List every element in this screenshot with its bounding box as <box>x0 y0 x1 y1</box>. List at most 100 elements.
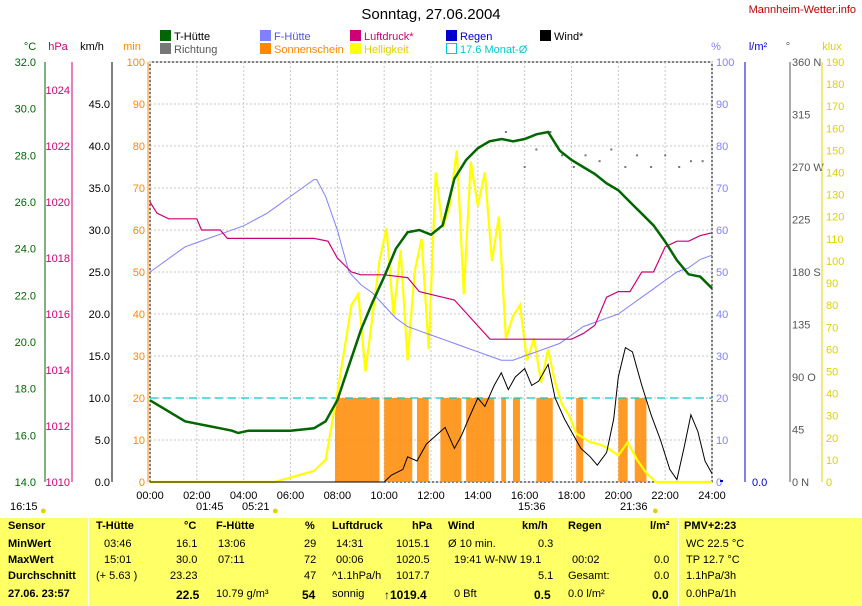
cell-rain-max-time: 00:02 <box>572 554 600 566</box>
cell-wind-current: 0.5 <box>534 588 551 602</box>
table-unit-humidity: % <box>305 520 315 532</box>
cell-press-1h: 0.0hPa/1h <box>686 588 737 600</box>
lux-tick-label: 60 <box>826 344 838 356</box>
legend-item: T-Hütte <box>160 30 210 43</box>
wind-tick-label: 25.0 <box>89 267 110 279</box>
time-tick-label: 02:00 <box>183 490 211 500</box>
wind-tick-label: 20.0 <box>89 309 110 321</box>
direction-point <box>650 166 653 168</box>
cell-rain-total: 0.0 <box>654 570 670 582</box>
lux-tick-label: 160 <box>826 123 844 135</box>
sun-tick-label: 90 <box>133 99 145 111</box>
legend-item: Richtung <box>160 43 217 56</box>
cell-press-min-time: 14:31 <box>336 538 364 550</box>
series-line-4 <box>150 150 712 484</box>
lux-tick-label: 50 <box>826 366 838 378</box>
table-header-rain: Regen <box>568 520 602 532</box>
pressure-tick-label: 1012 <box>46 421 70 433</box>
time-tick-label: 00:00 <box>136 490 164 500</box>
cell-press-trend: ^1.1hPa/h <box>332 570 382 582</box>
table-unit-pressure: hPa <box>412 520 433 532</box>
legend-item: Luftdruck* <box>350 30 414 43</box>
time-tick-label: 16:00 <box>511 490 539 500</box>
timebar-left-time: 16:15 <box>10 501 38 513</box>
sunshine-bar <box>466 398 495 482</box>
sunshine-bar <box>334 398 380 482</box>
direction-tick-label: 90 O <box>792 372 816 384</box>
humidity-tick-label: 0 <box>716 477 722 489</box>
legend-item: Sonnenschein <box>260 43 344 56</box>
cell-hum-min-time: 13:06 <box>218 538 246 550</box>
lux-tick-label: 150 <box>826 145 844 157</box>
time-tick-label: 12:00 <box>417 490 445 500</box>
cell-wind-avg: 5.1 <box>538 570 554 582</box>
lux-tick-label: 90 <box>826 278 838 290</box>
series-line-3 <box>150 346 713 483</box>
temp-tick-label: 16.0 <box>15 430 36 442</box>
lux-tick-label: 110 <box>826 234 844 246</box>
pressure-tick-label: 1022 <box>46 141 70 153</box>
sun-unit-label: min <box>123 41 141 53</box>
pressure-tick-label: 1024 <box>46 85 70 97</box>
lux-tick-label: 80 <box>826 300 838 312</box>
direction-tick-label: 225 <box>792 215 810 227</box>
sun-tick-label: 0 <box>139 477 145 489</box>
humidity-tick-label: 60 <box>716 225 728 237</box>
row-label-current: 27.06. 23:57 <box>8 588 70 600</box>
cell-hum-max: 72 <box>304 554 317 566</box>
sun-tick-label: 50 <box>133 267 145 279</box>
pressure-tick-label: 1016 <box>46 309 70 321</box>
lux-tick-label: 180 <box>826 79 844 91</box>
wind-tick-label: 15.0 <box>89 351 110 363</box>
table-header-pmv: PMV+2:23 <box>684 520 737 532</box>
lux-tick-label: 10 <box>826 455 838 467</box>
time-tick-label: 18:00 <box>558 490 586 500</box>
cell-wind-avg-label: Ø 10 min. <box>448 538 496 550</box>
legend-label: 17.6 Monat-Ø <box>460 44 528 56</box>
direction-point <box>549 131 552 133</box>
cell-wind-max: 19:41 W-NW 19.1 <box>454 554 542 566</box>
temp-tick-label: 32.0 <box>15 57 36 69</box>
timebar-marker-3: 15:36 <box>518 501 546 513</box>
legend-item: Wind* <box>540 30 583 43</box>
cell-hum-avg: 47 <box>304 570 317 582</box>
legend-label: Sonnenschein <box>274 44 344 56</box>
legend-item: Regen <box>446 30 492 43</box>
cell-dewpoint: TP 12.7 °C <box>686 554 740 566</box>
direction-point <box>523 166 526 168</box>
legend-label: Luftdruck* <box>364 31 414 43</box>
pressure-tick-label: 1014 <box>46 365 70 377</box>
sunshine-bar <box>501 398 506 482</box>
legend-swatch <box>160 43 171 54</box>
series-line-0 <box>149 130 713 435</box>
cell-hum-current: 54 <box>302 588 316 602</box>
wind-unit-label: km/h <box>80 41 104 53</box>
pressure-tick-label: 1018 <box>46 253 70 265</box>
cell-hum-max-time: 07:11 <box>218 554 245 566</box>
sun-tick-label: 100 <box>127 57 145 69</box>
humidity-tick-label: 40 <box>716 309 728 321</box>
table-unit-wind: km/h <box>522 520 548 532</box>
humidity-tick-label: 90 <box>716 99 728 111</box>
cell-temp-max: 30.0 <box>176 554 198 566</box>
direction-point <box>636 154 639 157</box>
direction-point <box>584 154 587 157</box>
lux-tick-label: 170 <box>826 101 844 113</box>
series-line-2 <box>149 201 713 340</box>
lux-tick-label: 30 <box>826 411 838 423</box>
legend-swatch <box>446 43 457 54</box>
legend-item: 17.6 Monat-Ø <box>446 43 527 56</box>
legend-swatch <box>540 30 551 41</box>
direction-tick-label: 0 N <box>792 477 809 489</box>
direction-point <box>598 160 601 163</box>
weather-chart: 32.0 30.0 28.0 26.0 24.0 22.0 20.0 18.0 16.0 14.0… <box>15 41 845 500</box>
chart-title: Sonntag, 27.06.2004 <box>361 6 501 23</box>
site-name[interactable]: Mannheim-Wetter.info <box>748 4 856 16</box>
cell-rain-max: 0.0 <box>654 554 670 566</box>
sun-tick-label: 80 <box>133 141 145 153</box>
lux-tick-label: 100 <box>826 256 844 268</box>
time-tick-label: 22:00 <box>651 490 679 500</box>
table-header-pressure: Luftdruck <box>332 520 383 532</box>
sun-tick-label: 10 <box>133 435 145 447</box>
temp-unit-label: °C <box>24 41 36 53</box>
